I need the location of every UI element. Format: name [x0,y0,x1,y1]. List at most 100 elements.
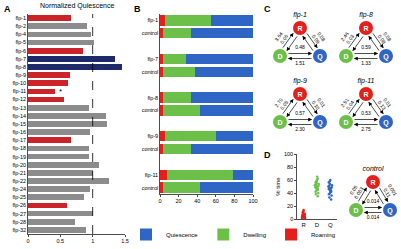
svg-text:flp-5: flp-5 [15,39,26,45]
svg-text:A: A [4,4,11,14]
svg-text:D: D [277,53,282,60]
svg-text:1.51: 1.51 [295,60,305,66]
svg-text:control: control [142,69,159,75]
svg-text:0.53: 0.53 [361,110,371,116]
svg-text:flp-10: flp-10 [12,80,26,86]
svg-text:control: control [142,30,159,36]
svg-text:R: R [297,91,302,98]
svg-text:flp-4: flp-4 [15,31,26,37]
svg-text:2.46: 2.46 [339,31,350,43]
svg-text:0.09: 0.09 [311,33,322,45]
svg-text:2.70: 2.70 [273,97,284,109]
svg-text:100: 100 [284,151,293,157]
svg-text:Dwelling: Dwelling [243,232,266,238]
svg-text:flp-26: flp-26 [12,202,26,208]
svg-text:Roaming: Roaming [311,232,335,238]
svg-text:0.05: 0.05 [279,99,290,111]
svg-text:60: 60 [287,177,293,183]
svg-text:flp-27: flp-27 [12,211,26,217]
svg-text:0: 0 [290,216,293,222]
svg-text:D: D [264,150,271,160]
svg-text:40: 40 [194,198,200,204]
svg-text:Normalized Quiescence: Normalized Quiescence [40,2,114,10]
svg-text:flp-15: flp-15 [12,121,26,127]
svg-text:flp-7: flp-7 [15,56,26,62]
svg-text:control: control [142,107,159,113]
svg-text:0.08: 0.08 [382,31,393,43]
svg-text:flp-1: flp-1 [15,15,26,21]
svg-text:flp-1: flp-1 [147,17,158,23]
svg-text:flp-11: flp-11 [13,88,26,94]
svg-text:R: R [363,25,368,32]
svg-text:R: R [297,25,302,32]
svg-text:flp-9: flp-9 [293,77,307,85]
svg-text:80: 80 [287,164,293,170]
svg-text:100: 100 [248,198,257,204]
svg-text:flp-25: flp-25 [12,194,26,200]
svg-text:2.91: 2.91 [339,97,350,109]
svg-text:0.01: 0.01 [316,97,327,109]
svg-text:40: 40 [287,190,293,196]
svg-text:Quiescence: Quiescence [166,232,198,238]
svg-text:Q: Q [383,119,389,127]
svg-text:D: D [277,119,282,126]
svg-text:0.5: 0.5 [57,238,65,244]
svg-text:flp-16: flp-16 [12,129,26,135]
svg-text:1: 1 [91,238,94,244]
svg-text:B: B [134,4,141,14]
svg-text:flp-9: flp-9 [147,133,158,139]
svg-text:0.10: 0.10 [311,99,322,111]
svg-text:R: R [363,91,368,98]
svg-text:0.05: 0.05 [348,184,358,196]
svg-text:0.11: 0.11 [382,187,392,198]
svg-text:20: 20 [176,198,182,204]
svg-text:0.014: 0.014 [367,214,380,220]
svg-text:3.64: 3.64 [273,31,284,43]
svg-text:R: R [301,222,306,228]
svg-text:control: control [362,165,383,172]
svg-text:D: D [353,207,358,214]
svg-text:flp-2: flp-2 [15,23,26,29]
svg-text:flp-13: flp-13 [12,105,26,111]
svg-text:60: 60 [213,198,219,204]
svg-text:D: D [315,222,320,228]
svg-text:Q: Q [317,119,323,127]
svg-text:flp-19: flp-19 [12,154,26,160]
svg-text:0.03: 0.03 [345,33,356,45]
svg-text:flp-7: flp-7 [147,56,158,62]
svg-text:flp-6: flp-6 [15,48,26,54]
svg-text:0.01: 0.01 [382,97,393,109]
svg-text:flp-9: flp-9 [15,72,26,78]
svg-text:1.5: 1.5 [121,238,129,244]
svg-text:0.59: 0.59 [361,44,371,50]
svg-text:0: 0 [158,198,161,204]
svg-text:2.30: 2.30 [295,126,305,132]
svg-text:control: control [142,184,159,190]
svg-text:0.48: 0.48 [295,44,305,50]
svg-text:D: D [343,53,348,60]
svg-text:0.04: 0.04 [345,99,356,111]
svg-text:0.014: 0.014 [367,198,380,204]
svg-text:0.06: 0.06 [279,33,290,45]
svg-text:flp-11: flp-11 [358,77,375,85]
svg-text:0.13: 0.13 [377,99,388,111]
svg-text:0: 0 [26,238,29,244]
svg-text:20: 20 [287,203,293,209]
svg-text:0.08: 0.08 [377,33,388,45]
svg-text:flp-21: flp-21 [12,170,26,176]
svg-text:flp-20: flp-20 [12,162,26,168]
svg-text:Q: Q [317,53,323,61]
svg-text:R: R [370,179,375,186]
svg-text:flp-22: flp-22 [12,178,26,184]
svg-text:1.33: 1.33 [361,60,371,66]
svg-text:80: 80 [231,198,237,204]
svg-text:flp-8: flp-8 [15,64,26,70]
svg-text:flp-32: flp-32 [12,227,26,233]
svg-text:flp-18: flp-18 [12,145,26,151]
svg-text:Q: Q [328,222,333,228]
svg-text:Q: Q [383,53,389,61]
svg-text:0.001: 0.001 [387,183,399,197]
svg-text:0.08: 0.08 [316,31,327,43]
svg-text:2.75: 2.75 [361,126,371,132]
svg-text:0.57: 0.57 [295,110,305,116]
